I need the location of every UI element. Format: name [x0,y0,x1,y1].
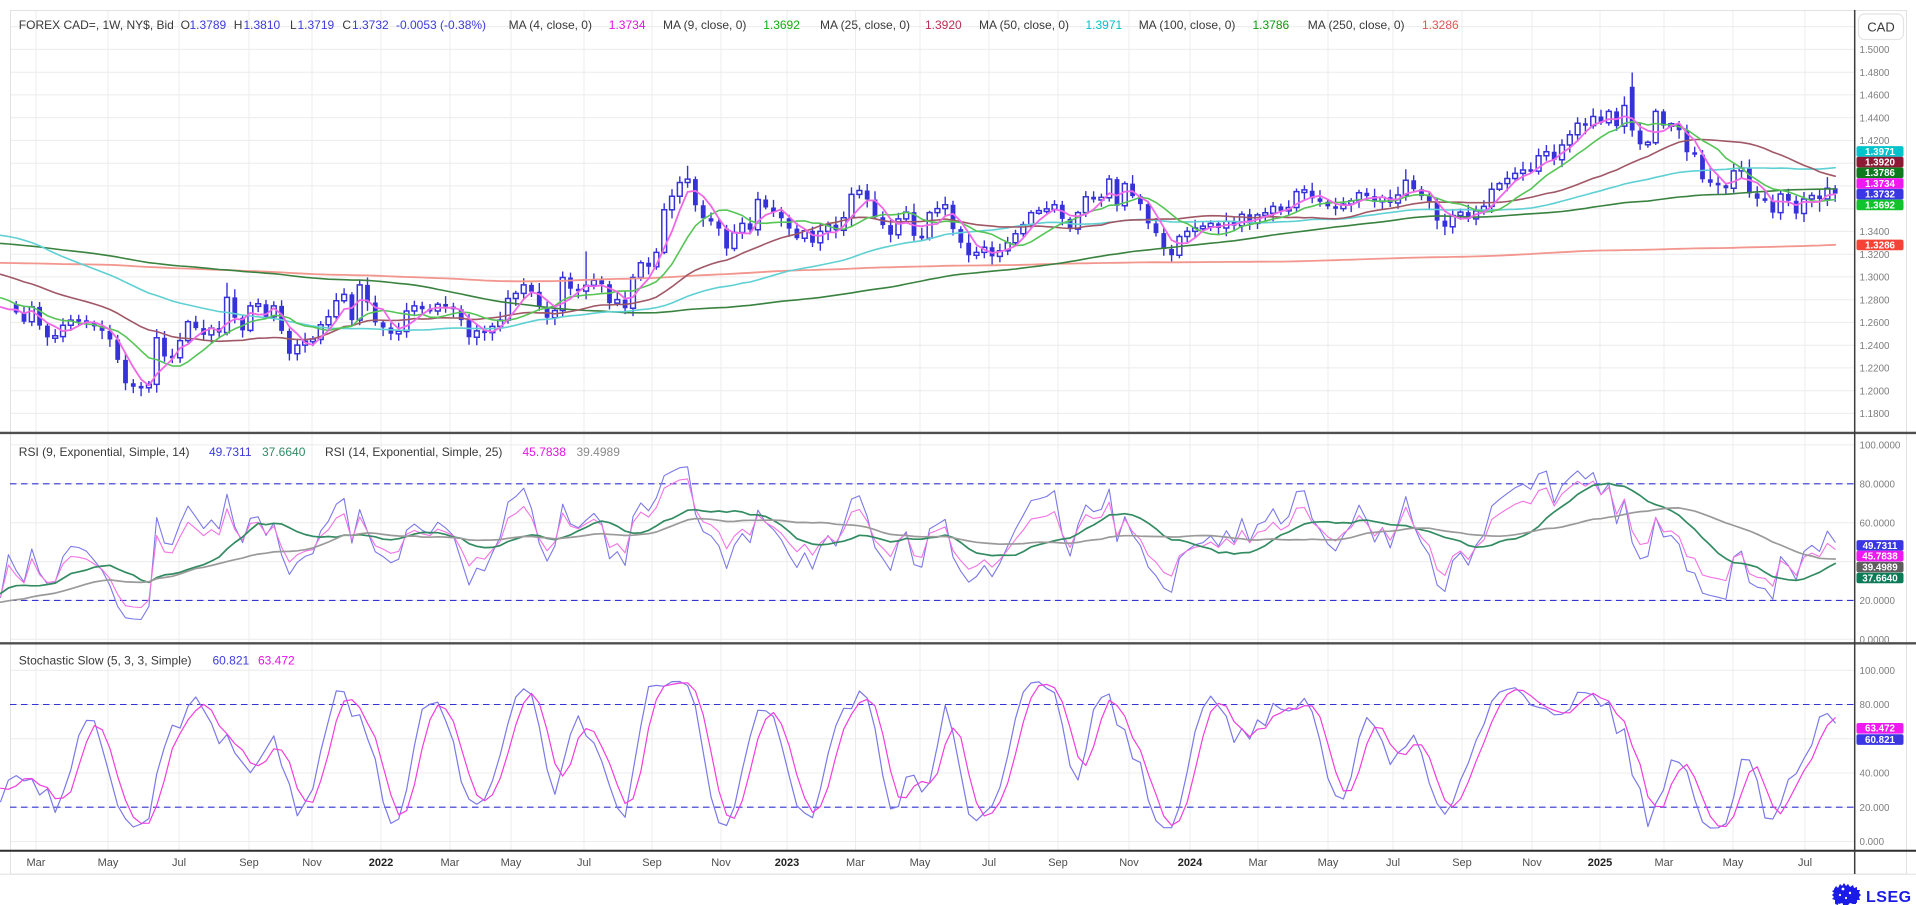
svg-text:1.3810: 1.3810 [244,18,281,32]
svg-text:MA (50, close, 0): MA (50, close, 0) [979,18,1069,32]
svg-text:Jul: Jul [982,857,996,869]
svg-text:1.3734: 1.3734 [609,18,646,32]
svg-text:MA (250, close, 0): MA (250, close, 0) [1308,18,1405,32]
svg-text:1.4600: 1.4600 [1860,91,1891,102]
svg-text:1.4200: 1.4200 [1860,136,1891,147]
svg-text:1.3286: 1.3286 [1865,240,1896,251]
svg-text:Jul: Jul [1798,857,1812,869]
svg-text:MA (25, close, 0): MA (25, close, 0) [820,18,910,32]
svg-text:C: C [342,18,351,32]
svg-text:80.0000: 80.0000 [1860,479,1896,490]
svg-text:LSEG: LSEG [1866,889,1912,905]
svg-text:1.3286: 1.3286 [1422,18,1459,32]
svg-text:Nov: Nov [1522,857,1542,869]
svg-text:O: O [181,18,190,32]
svg-text:2025: 2025 [1588,857,1612,869]
svg-text:1.2200: 1.2200 [1860,364,1891,375]
svg-text:Sep: Sep [1452,857,1472,869]
svg-text:20.000: 20.000 [1860,803,1891,814]
svg-text:100.000: 100.000 [1860,666,1896,677]
svg-text:1.3719: 1.3719 [298,18,335,32]
svg-text:1.3971: 1.3971 [1865,147,1896,158]
svg-text:1.5000: 1.5000 [1860,45,1891,56]
svg-text:May: May [1723,857,1744,869]
svg-text:1.2400: 1.2400 [1860,341,1891,352]
svg-text:Jul: Jul [1386,857,1400,869]
svg-text:1.4400: 1.4400 [1860,113,1891,124]
svg-text:Sep: Sep [239,857,259,869]
svg-text:2024: 2024 [1178,857,1203,869]
svg-text:1.2000: 1.2000 [1860,386,1891,397]
svg-text:RSI (9, Exponential, Simple, 1: RSI (9, Exponential, Simple, 14) [19,445,190,459]
svg-text:1.3789: 1.3789 [190,18,227,32]
svg-text:1.3971: 1.3971 [1086,18,1123,32]
svg-text:L: L [290,18,297,32]
svg-text:1.4800: 1.4800 [1860,68,1891,79]
svg-text:FOREX CAD=, 1W, NY$, Bid: FOREX CAD=, 1W, NY$, Bid [19,18,174,32]
svg-text:40.000: 40.000 [1860,769,1891,780]
svg-text:2023: 2023 [775,857,799,869]
svg-text:1.3786: 1.3786 [1253,18,1290,32]
svg-text:45.7838: 45.7838 [523,445,567,459]
svg-text:MA (100, close, 0): MA (100, close, 0) [1139,18,1236,32]
svg-text:0.000: 0.000 [1860,837,1885,848]
svg-text:Jul: Jul [577,857,591,869]
svg-text:1.3734: 1.3734 [1865,179,1896,190]
svg-text:May: May [501,857,522,869]
svg-text:MA (9, close, 0): MA (9, close, 0) [663,18,746,32]
svg-text:Jul: Jul [172,857,186,869]
svg-text:May: May [910,857,931,869]
svg-text:1.3692: 1.3692 [1865,200,1896,211]
svg-text:1.1800: 1.1800 [1860,409,1891,420]
svg-text:100.0000: 100.0000 [1860,441,1901,452]
svg-text:Mar: Mar [846,857,865,869]
svg-text:1.3400: 1.3400 [1860,227,1891,238]
svg-text:45.7838: 45.7838 [1862,552,1898,563]
svg-text:MA (4, close, 0): MA (4, close, 0) [509,18,592,32]
svg-text:Mar: Mar [1655,857,1674,869]
svg-text:37.6640: 37.6640 [1862,573,1898,584]
svg-text:1.3732: 1.3732 [1865,190,1896,201]
svg-text:20.0000: 20.0000 [1860,596,1896,607]
svg-text:Mar: Mar [1249,857,1268,869]
svg-text:CAD: CAD [1867,20,1894,35]
svg-text:80.000: 80.000 [1860,700,1891,711]
svg-text:63.472: 63.472 [1865,724,1896,735]
svg-text:1.3200: 1.3200 [1860,250,1891,261]
svg-text:1.3000: 1.3000 [1860,273,1891,284]
svg-text:Nov: Nov [711,857,731,869]
svg-text:60.821: 60.821 [213,654,250,668]
svg-text:1.3920: 1.3920 [925,18,962,32]
svg-text:Nov: Nov [302,857,322,869]
svg-text:63.472: 63.472 [258,654,295,668]
svg-text:1.2600: 1.2600 [1860,318,1891,329]
svg-text:H: H [234,18,243,32]
svg-text:Sep: Sep [642,857,662,869]
svg-text:1.2800: 1.2800 [1860,295,1891,306]
svg-text:-0.0053 (-0.38%): -0.0053 (-0.38%) [396,18,486,32]
svg-text:1.3732: 1.3732 [352,18,389,32]
svg-text:May: May [98,857,119,869]
svg-text:Nov: Nov [1119,857,1139,869]
svg-text:Mar: Mar [441,857,460,869]
svg-text:Stochastic Slow (5, 3, 3, Simp: Stochastic Slow (5, 3, 3, Simple) [19,654,192,668]
svg-text:49.7311: 49.7311 [209,445,252,459]
svg-text:1.3920: 1.3920 [1865,158,1896,169]
svg-text:39.4989: 39.4989 [1862,563,1898,574]
svg-text:1.3692: 1.3692 [763,18,800,32]
svg-text:39.4989: 39.4989 [577,445,621,459]
svg-text:37.6640: 37.6640 [262,445,306,459]
svg-text:60.821: 60.821 [1865,735,1896,746]
svg-text:May: May [1318,857,1339,869]
svg-text:49.7311: 49.7311 [1863,541,1898,552]
svg-text:2022: 2022 [369,857,393,869]
svg-text:1.3786: 1.3786 [1865,168,1896,179]
svg-text:60.0000: 60.0000 [1860,518,1896,529]
svg-text:Sep: Sep [1048,857,1068,869]
svg-text:0.0000: 0.0000 [1860,635,1891,646]
svg-text:Mar: Mar [27,857,46,869]
svg-text:RSI (14, Exponential, Simple,: RSI (14, Exponential, Simple, 25) [325,445,502,459]
